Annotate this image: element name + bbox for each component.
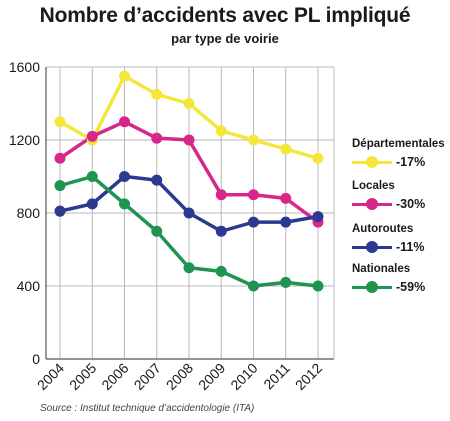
x-tick-label: 2006 — [98, 360, 131, 393]
chart-subtitle: par type de voirie — [171, 31, 279, 46]
data-point-departementales — [280, 143, 292, 155]
y-tick-label: 800 — [17, 205, 41, 221]
legend-swatch-marker — [366, 198, 378, 210]
x-tick-label: 2008 — [163, 360, 196, 393]
legend-swatch — [352, 155, 392, 169]
legend-swatch-marker — [366, 241, 378, 253]
data-point-autoroutes — [280, 216, 292, 228]
legend-row: -30% — [352, 197, 425, 211]
legend-item-departementales: Départementales -17% — [352, 137, 445, 169]
data-point-autoroutes — [86, 198, 98, 210]
data-point-departementales — [54, 116, 66, 128]
x-tick-label: 2007 — [131, 360, 164, 393]
data-point-autoroutes — [54, 205, 66, 217]
y-tick-label: 1200 — [9, 132, 40, 148]
data-point-autoroutes — [215, 225, 227, 237]
y-tick-labels: 0 400 800 1200 1600 — [9, 59, 40, 367]
x-tick-label: 2005 — [66, 360, 99, 393]
data-point-nationales — [248, 280, 259, 292]
data-point-departementales — [151, 88, 163, 100]
legend-swatch-marker — [366, 156, 378, 168]
data-point-nationales — [86, 171, 98, 182]
legend-swatch-marker — [366, 281, 378, 293]
data-point-nationales — [312, 280, 324, 292]
x-tick-label: 2009 — [195, 360, 228, 393]
legend-swatch — [352, 240, 392, 254]
data-point-locales — [86, 130, 98, 142]
data-point-nationales — [151, 225, 163, 237]
legend-item-nationales: Nationales -59% — [352, 262, 425, 294]
y-tick-label: 400 — [17, 278, 41, 294]
legend-label: Locales — [352, 180, 395, 192]
legend-swatch — [352, 280, 392, 294]
data-point-departementales — [248, 134, 259, 146]
legend-change-value: -17% — [396, 155, 426, 169]
data-point-locales — [215, 189, 227, 201]
series-points — [54, 70, 324, 292]
legend-row: -59% — [352, 280, 425, 294]
legend-item-locales: Locales -30% — [352, 179, 425, 211]
data-point-locales — [183, 134, 195, 146]
data-point-locales — [151, 132, 163, 144]
data-point-locales — [119, 116, 130, 128]
data-point-nationales — [119, 198, 130, 210]
legend-label: Autoroutes — [352, 223, 414, 235]
legend-row: -11% — [352, 240, 425, 254]
axes — [45, 66, 335, 360]
data-point-nationales — [183, 262, 195, 274]
data-point-locales — [280, 192, 292, 204]
data-point-locales — [248, 189, 259, 201]
y-tick-label: 0 — [32, 351, 40, 367]
data-point-departementales — [312, 152, 324, 164]
data-point-locales — [54, 152, 66, 164]
legend-label: Départementales — [352, 138, 445, 150]
data-point-nationales — [215, 265, 227, 277]
data-point-autoroutes — [312, 211, 324, 223]
source-note: Source : Institut technique d’accidentol… — [40, 403, 255, 414]
x-tick-label: 2011 — [260, 360, 293, 393]
y-tick-label: 1600 — [9, 59, 40, 75]
data-point-nationales — [280, 276, 292, 288]
data-point-autoroutes — [151, 174, 163, 186]
data-point-autoroutes — [248, 216, 259, 228]
data-point-departementales — [183, 98, 195, 109]
data-point-departementales — [215, 125, 227, 137]
data-point-autoroutes — [183, 207, 195, 219]
legend-label: Nationales — [352, 263, 411, 275]
legend-change-value: -11% — [396, 240, 425, 254]
data-point-departementales — [119, 70, 130, 82]
legend-change-value: -59% — [396, 280, 426, 294]
data-point-autoroutes — [119, 171, 130, 182]
legend-swatch — [352, 197, 392, 211]
x-tick-label: 2010 — [227, 360, 260, 393]
legend-item-autoroutes: Autoroutes -11% — [352, 222, 425, 254]
legend-change-value: -30% — [396, 197, 426, 211]
legend-row: -17% — [352, 155, 445, 169]
x-tick-label: 2012 — [292, 360, 325, 393]
chart-title: Nombre d’accidents avec PL impliqué — [39, 4, 411, 27]
data-point-nationales — [54, 180, 66, 192]
